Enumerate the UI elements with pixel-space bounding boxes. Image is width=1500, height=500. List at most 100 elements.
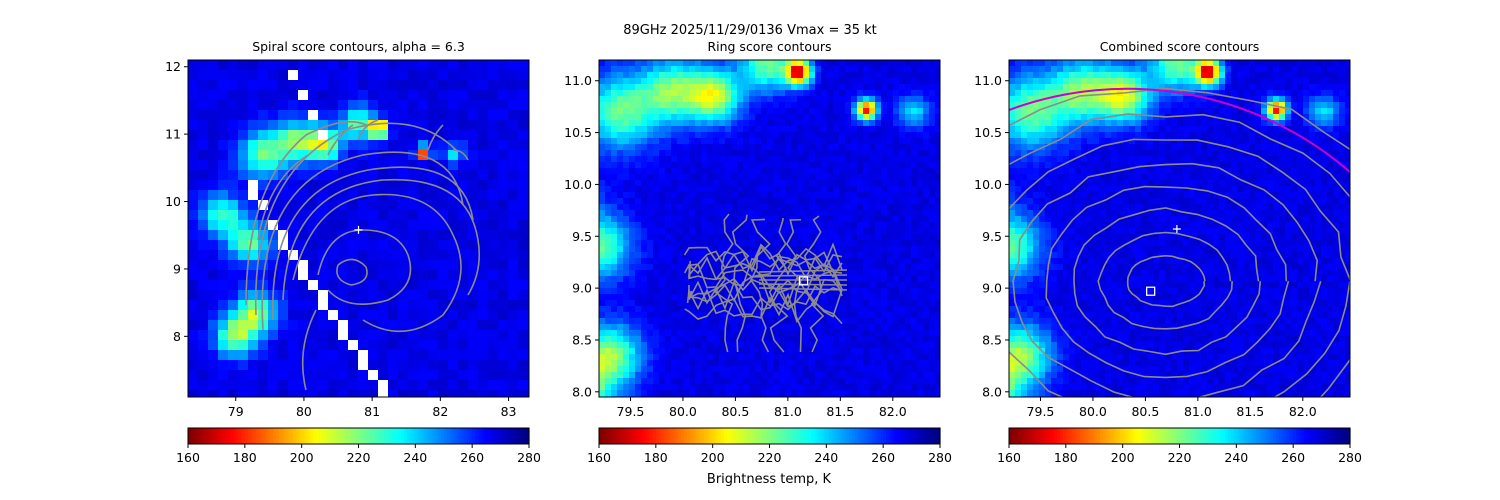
heatmap-cell — [1021, 390, 1028, 397]
heatmap-cell — [929, 330, 936, 337]
colorbar-segment — [937, 428, 941, 444]
heatmap-cell — [388, 180, 399, 191]
heatmap-cell — [683, 66, 690, 73]
heatmap-cell — [1009, 246, 1016, 253]
heatmap-cell — [218, 350, 229, 361]
heatmap-cell — [611, 372, 618, 379]
heatmap-cell — [677, 312, 684, 319]
heatmap-cell — [599, 102, 606, 109]
heatmap-cell — [599, 306, 606, 313]
heatmap-cell — [635, 102, 642, 109]
heatmap-cell — [368, 220, 379, 231]
heatmap-cell — [815, 162, 822, 169]
heatmap-cell — [791, 198, 798, 205]
heatmap-cell — [833, 162, 840, 169]
heatmap-cell — [528, 320, 529, 331]
heatmap-cell — [905, 282, 912, 289]
heatmap-cell — [298, 60, 309, 71]
heatmap-cell — [899, 210, 906, 217]
heatmap-cell — [833, 264, 840, 271]
heatmap-cell — [518, 330, 529, 341]
heatmap-cell — [308, 120, 319, 131]
colorbar-segment — [284, 428, 289, 444]
heatmap-cell — [228, 270, 239, 281]
heatmap-cell — [641, 168, 648, 175]
heatmap-cell — [839, 294, 846, 301]
heatmap-cell — [797, 96, 804, 103]
heatmap-cell — [228, 300, 239, 311]
heatmap-cell — [911, 162, 918, 169]
heatmap-cell — [617, 354, 624, 361]
heatmap-cell — [683, 96, 690, 103]
heatmap-cell — [911, 216, 918, 223]
heatmap-cell — [731, 156, 738, 163]
heatmap-cell — [923, 156, 930, 163]
heatmap-cell — [839, 360, 846, 367]
heatmap-cell — [428, 80, 439, 91]
heatmap-cell — [1021, 342, 1028, 349]
heatmap-cell — [713, 120, 720, 127]
heatmap-cell — [378, 80, 389, 91]
heatmap-cell — [518, 60, 529, 71]
heatmap-cell — [701, 270, 708, 277]
heatmap-cell — [248, 70, 259, 81]
heatmap-cell — [695, 180, 702, 187]
heatmap-cell — [1027, 180, 1034, 187]
heatmap-cell — [238, 240, 249, 251]
heatmap-cell — [348, 230, 359, 241]
heatmap-cell — [755, 306, 762, 313]
heatmap-cell — [518, 170, 529, 181]
heatmap-cell — [208, 290, 219, 301]
heatmap-cell — [659, 288, 666, 295]
heatmap-cell — [833, 174, 840, 181]
heatmap-cell — [917, 288, 924, 295]
heatmap-cell — [719, 306, 726, 313]
colorbar-segment — [778, 428, 782, 444]
heatmap-cell — [809, 84, 816, 91]
heatmap-cell — [611, 318, 618, 325]
heatmap-cell — [408, 260, 419, 271]
heatmap-cell — [791, 132, 798, 139]
heatmap-cell — [695, 282, 702, 289]
heatmap-cell — [773, 336, 780, 343]
heatmap-cell — [845, 138, 852, 145]
heatmap-cell — [378, 240, 389, 251]
heatmap-cell — [839, 78, 846, 85]
heatmap-cell — [268, 320, 279, 331]
heatmap-cell — [911, 342, 918, 349]
heatmap-cell — [701, 138, 708, 145]
heatmap-cell — [458, 380, 469, 391]
heatmap-cell — [845, 354, 852, 361]
heatmap-cell — [923, 234, 930, 241]
heatmap-cell — [665, 384, 672, 391]
heatmap-cell — [743, 102, 750, 109]
heatmap-cell — [378, 130, 389, 141]
heatmap-cell — [1027, 132, 1034, 139]
heatmap-cell — [653, 300, 660, 307]
heatmap-cell — [208, 140, 219, 151]
heatmap-cell — [863, 318, 870, 325]
heatmap-cell — [188, 190, 199, 201]
heatmap-cell — [803, 204, 810, 211]
heatmap-cell — [605, 300, 612, 307]
colorbar-segment — [812, 428, 816, 444]
heatmap-cell — [647, 306, 654, 313]
heatmap-cell — [647, 192, 654, 199]
heatmap-cell — [743, 330, 750, 337]
heatmap-cell — [833, 354, 840, 361]
heatmap-cell — [258, 60, 269, 71]
heatmap-cell — [935, 216, 940, 223]
heatmap-cell — [803, 84, 810, 91]
heatmap-cell — [899, 96, 906, 103]
heatmap-cell — [821, 192, 828, 199]
heatmap-cell — [893, 336, 900, 343]
colorbar-segment — [347, 428, 351, 444]
heatmap-cell — [689, 186, 696, 193]
heatmap-cell — [743, 378, 750, 385]
heatmap-cell — [623, 186, 630, 193]
heatmap-cell — [797, 90, 804, 97]
heatmap-cell — [923, 114, 930, 121]
heatmap-cell — [899, 162, 906, 169]
heatmap-cell — [833, 378, 840, 385]
heatmap-cell — [278, 350, 289, 361]
